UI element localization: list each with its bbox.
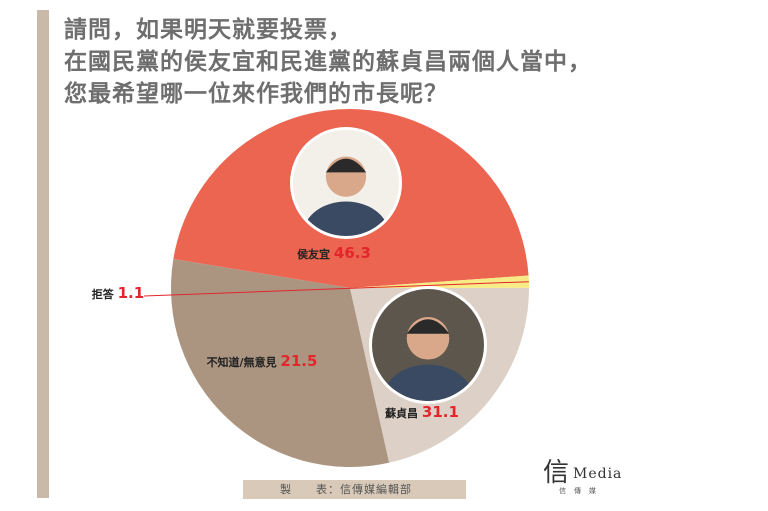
logo-media-text: Media bbox=[573, 466, 623, 482]
data-label-undecided: 不知道/無意見 21.5 bbox=[207, 352, 318, 370]
media-logo: 信 Media 信傳媒 bbox=[543, 452, 633, 502]
logo-chinese-text: 信傳媒 bbox=[559, 487, 604, 495]
leader-line-refused bbox=[143, 281, 529, 297]
portrait-hou bbox=[290, 127, 402, 239]
credit-text: 製 表：信傳媒編輯部 bbox=[280, 483, 412, 496]
data-label-refused: 拒答 1.1 bbox=[92, 284, 144, 302]
slice-su bbox=[170, 259, 390, 467]
slice-refused bbox=[350, 275, 529, 288]
title-line-2: 在國民黨的侯友宜和民進黨的蘇貞昌兩個人當中， bbox=[64, 49, 592, 75]
logo-main-glyph: 信 bbox=[543, 458, 570, 488]
credit-box bbox=[243, 480, 466, 499]
left-accent-bar bbox=[37, 10, 49, 498]
title-line-1: 請問，如果明天就要投票， bbox=[64, 17, 352, 43]
title-line-3: 您最希望哪一位來作我們的市長呢？ bbox=[64, 81, 448, 107]
data-label-su: 蘇貞昌 31.1 bbox=[384, 403, 459, 421]
data-label-hou: 侯友宜 46.3 bbox=[297, 244, 371, 262]
portrait-su bbox=[369, 286, 487, 404]
